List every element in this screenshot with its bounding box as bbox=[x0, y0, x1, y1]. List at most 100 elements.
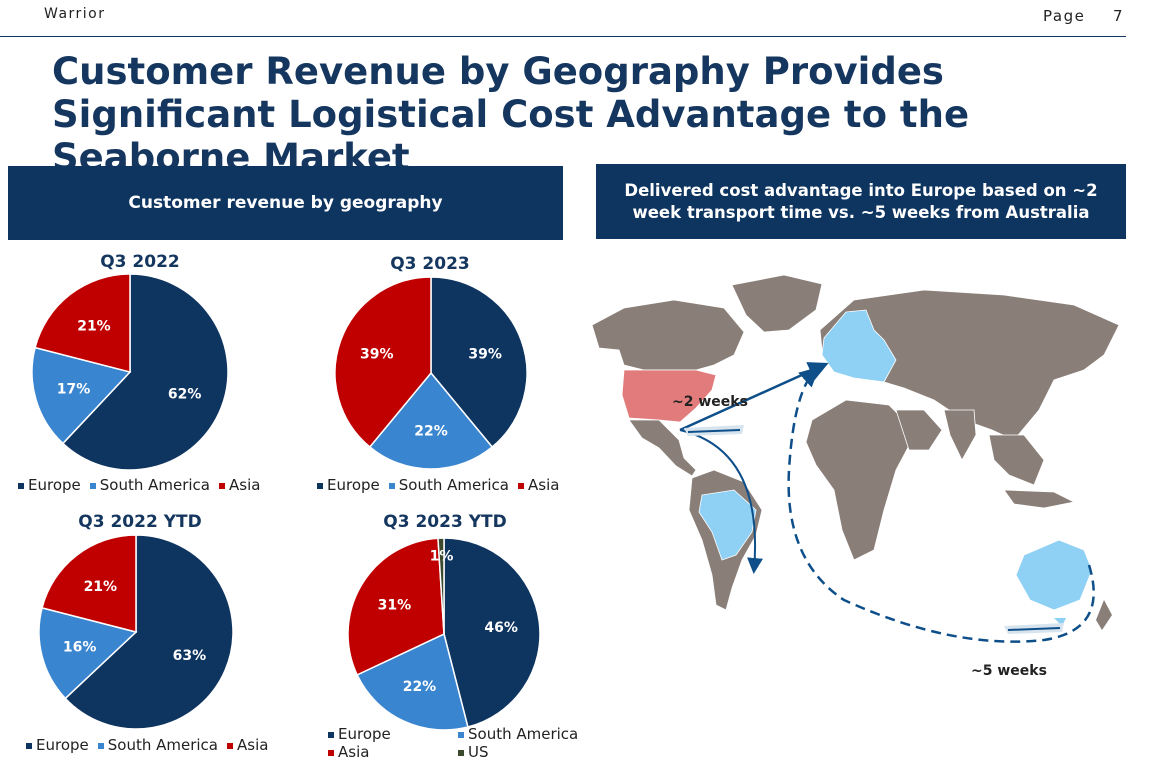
australia-to-europe-route bbox=[787, 366, 1095, 643]
ship-icon bbox=[1004, 623, 1064, 634]
legend-swatch bbox=[388, 482, 395, 489]
legend-label: Europe bbox=[28, 476, 81, 494]
pie-label-south-america: 17% bbox=[57, 381, 91, 397]
legend-swatch bbox=[518, 482, 524, 489]
legend-label: Europe bbox=[338, 725, 391, 743]
pie-title-q3-2022-ytd: Q3 2022 YTD bbox=[78, 512, 202, 532]
page-number: 7 bbox=[1113, 7, 1123, 25]
pie-chart-q3-2022-ytd: 63% 16% 21% bbox=[38, 534, 234, 730]
pie-label-europe: 46% bbox=[484, 620, 518, 636]
pie-label-south-america: 16% bbox=[63, 639, 97, 655]
legend-q3-2022-ytd: Europe South America Asia bbox=[26, 736, 277, 754]
legend-label: Europe bbox=[36, 736, 89, 754]
legend-item-asia: Asia bbox=[227, 736, 268, 754]
legend-item-europe: Europe bbox=[317, 476, 380, 494]
legend-item-asia: Asia bbox=[328, 743, 458, 761]
legend-swatch bbox=[97, 742, 104, 749]
us-to-south-america-route bbox=[679, 429, 763, 574]
pie-label-asia: 21% bbox=[77, 319, 111, 335]
africa-shape bbox=[805, 399, 913, 561]
legend-swatch bbox=[458, 749, 464, 756]
pie-label-south-america: 22% bbox=[414, 424, 448, 440]
pie-label-asia: 31% bbox=[378, 598, 412, 614]
ship-icon bbox=[684, 425, 744, 436]
legend-label: Asia bbox=[237, 736, 269, 754]
pie-title-q3-2023: Q3 2023 bbox=[390, 254, 470, 274]
indonesia-shape bbox=[1003, 489, 1076, 509]
legend-swatch bbox=[219, 482, 225, 489]
legend-item-south-america: South America bbox=[388, 476, 509, 494]
pie-label-asia: 39% bbox=[360, 346, 394, 362]
legend-label: Asia bbox=[229, 476, 261, 494]
north-america-shape bbox=[591, 299, 745, 371]
legend-item-us: US bbox=[458, 743, 588, 761]
pie-slice-europe bbox=[64, 534, 234, 730]
pie-label-europe: 39% bbox=[468, 346, 502, 362]
legend-swatch bbox=[328, 749, 334, 756]
legend-q3-2023: Europe South America Asia bbox=[317, 476, 568, 494]
central-america-shape bbox=[628, 419, 697, 477]
legend-label: Europe bbox=[327, 476, 380, 494]
pie-slice-south-america bbox=[368, 371, 494, 470]
pie-slice-south-america bbox=[356, 632, 469, 731]
legend-label: Asia bbox=[338, 743, 370, 761]
short-route-label: ~2 weeks bbox=[672, 394, 748, 410]
legend-item-south-america: South America bbox=[97, 736, 218, 754]
pie-slice-asia bbox=[34, 273, 131, 373]
pie-slice-asia bbox=[347, 537, 445, 676]
legend-swatch bbox=[89, 482, 96, 489]
legend-item-asia: Asia bbox=[518, 476, 559, 494]
pie-slice-asia bbox=[334, 276, 432, 449]
legend-item-europe: Europe bbox=[26, 736, 89, 754]
legend-label: Asia bbox=[528, 476, 560, 494]
legend-item-south-america: South America bbox=[89, 476, 210, 494]
world-map bbox=[591, 274, 1120, 643]
legend-item-europe: Europe bbox=[328, 725, 458, 743]
pie-slice-europe bbox=[61, 273, 229, 471]
legend-swatch bbox=[18, 482, 24, 489]
pie-slice-europe bbox=[430, 276, 528, 449]
pie-slice-asia bbox=[41, 534, 137, 633]
southeast-asia-shape bbox=[988, 434, 1045, 486]
pie-label-asia: 21% bbox=[84, 579, 118, 595]
legend-label: South America bbox=[107, 736, 218, 754]
long-route-label: ~5 weeks bbox=[971, 663, 1047, 679]
legend-swatch bbox=[458, 731, 464, 738]
legend-swatch bbox=[227, 742, 233, 749]
pie-slice-south-america bbox=[31, 346, 132, 445]
page-title: Customer Revenue by Geography Provides S… bbox=[52, 50, 970, 179]
pie-title-q3-2022: Q3 2022 bbox=[100, 252, 180, 272]
legend-item-south-america: South America bbox=[458, 725, 588, 743]
legend-swatch bbox=[328, 731, 334, 738]
left-panel-heading: Customer revenue by geography bbox=[8, 166, 563, 240]
pie-chart-q3-2023-ytd: 46% 22% 31% 1% bbox=[347, 537, 541, 731]
legend-item-asia: Asia bbox=[219, 476, 260, 494]
pie-label-europe: 62% bbox=[168, 387, 202, 403]
company-name: Warrior bbox=[44, 6, 106, 22]
pie-label-europe: 63% bbox=[173, 648, 207, 664]
pie-title-q3-2023-ytd: Q3 2023 YTD bbox=[383, 512, 507, 532]
pie-slice-us bbox=[437, 537, 445, 635]
pie-label-south-america: 22% bbox=[403, 679, 437, 695]
new-zealand-shape bbox=[1096, 600, 1112, 630]
pie-slice-europe bbox=[443, 537, 541, 728]
pie-chart-q3-2023: 39% 22% 39% bbox=[334, 276, 528, 470]
legend-q3-2022: Europe South America Asia bbox=[18, 476, 269, 494]
europe-highlight bbox=[821, 309, 897, 383]
legend-q3-2023-ytd: Europe South America Asia US bbox=[328, 725, 588, 761]
top-bar: Warrior Page 7 bbox=[0, 0, 1126, 37]
legend-item-europe: Europe bbox=[18, 476, 81, 494]
greenland-shape bbox=[731, 274, 823, 333]
legend-swatch bbox=[26, 742, 32, 749]
usa-highlight bbox=[621, 369, 717, 423]
legend-label: South America bbox=[468, 725, 579, 743]
india-shape bbox=[943, 409, 977, 461]
legend-label: South America bbox=[398, 476, 509, 494]
arabia-shape bbox=[895, 409, 943, 451]
right-panel-heading: Delivered cost advantage into Europe bas… bbox=[596, 164, 1126, 239]
legend-label: US bbox=[468, 743, 489, 761]
legend-swatch bbox=[317, 482, 323, 489]
pie-slice-south-america bbox=[38, 606, 138, 700]
legend-label: South America bbox=[99, 476, 210, 494]
brazil-highlight bbox=[698, 489, 757, 561]
